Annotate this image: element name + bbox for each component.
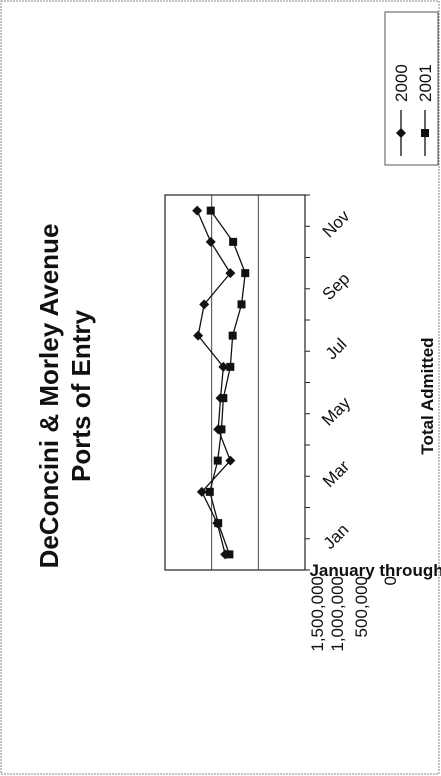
- series-line-2001: [209, 210, 246, 555]
- data-point-square: [228, 331, 237, 340]
- x-axis-title: January through December: [309, 561, 441, 580]
- x-tick-label: Sep: [319, 269, 354, 304]
- data-point-square: [217, 425, 226, 434]
- data-point-square: [205, 487, 214, 496]
- data-point-diamond: [199, 299, 210, 310]
- data-point-square: [226, 362, 235, 371]
- data-point-diamond: [196, 486, 207, 497]
- chart-title: DeConcini & Morley Avenue: [34, 224, 64, 569]
- y-axis-title: Total Admitted: [418, 337, 437, 454]
- data-point-square: [206, 206, 215, 215]
- chart-body: DeConcini & Morley Avenue Ports of Entry…: [34, 11, 441, 652]
- x-tick-label: Mar: [319, 457, 353, 491]
- y-tick-label: 1,000,000: [328, 576, 347, 652]
- data-point-square: [241, 269, 250, 278]
- x-axis: Jan Mar May Jul Sep Nov: [305, 194, 355, 571]
- data-point-diamond: [218, 361, 229, 372]
- data-point-diamond: [396, 128, 406, 138]
- legend-label: 2001: [416, 64, 435, 102]
- data-point-square: [421, 129, 429, 137]
- data-point-diamond: [225, 268, 236, 279]
- data-point-square: [214, 519, 223, 528]
- y-tick-label: 0: [381, 576, 400, 585]
- data-point-square: [219, 394, 228, 403]
- y-tick-label: 500,000: [352, 576, 371, 637]
- gridlines: [211, 195, 259, 570]
- data-point-diamond: [225, 455, 236, 466]
- data-point-square: [225, 550, 234, 559]
- y-tick-label: 1,500,000: [308, 576, 327, 652]
- legend-label: 2000: [392, 64, 411, 102]
- x-tick-label: Jan: [320, 520, 353, 553]
- x-tick-label: Nov: [319, 206, 354, 241]
- legend: 2000 2001: [384, 11, 439, 166]
- data-point-square: [229, 237, 238, 246]
- x-tick-label: May: [318, 393, 354, 429]
- data-point-square: [237, 300, 246, 309]
- plot-area: [164, 194, 306, 571]
- series-line-2000: [196, 210, 232, 555]
- y-axis: 1,500,000 1,000,000 500,000 0: [308, 576, 400, 652]
- data-point-diamond: [193, 330, 204, 341]
- x-tick-label: Jul: [322, 335, 351, 364]
- data-point-square: [213, 456, 222, 465]
- data-point-diamond: [192, 205, 203, 216]
- chart-subtitle: Ports of Entry: [66, 310, 96, 482]
- series-group: [192, 205, 250, 560]
- data-point-diamond: [205, 236, 216, 247]
